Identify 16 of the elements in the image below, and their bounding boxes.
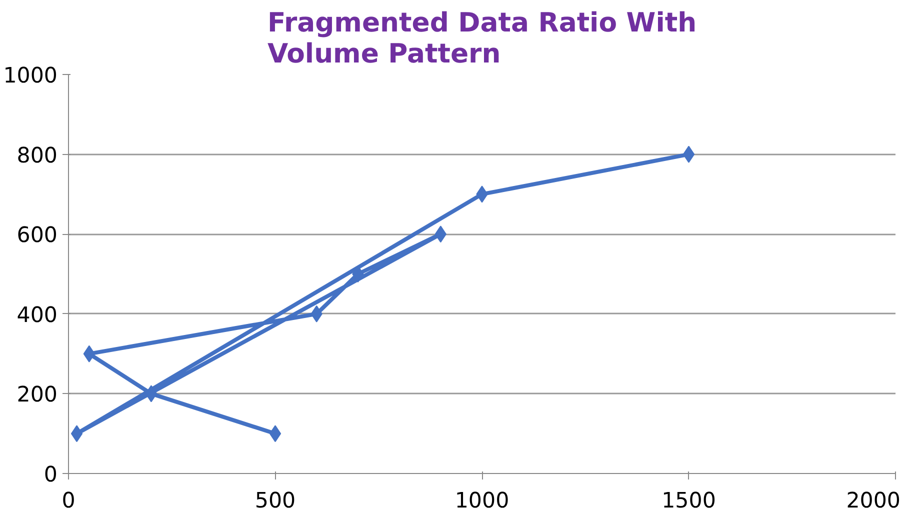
point	[682, 146, 695, 163]
x-tick-label: 1500	[662, 488, 716, 514]
y-tick-label: 200	[16, 382, 58, 408]
y-tick-label: 1000	[3, 64, 58, 88]
x-tick-label: 0	[62, 488, 76, 514]
y-tick-label: 0	[44, 462, 58, 488]
chart-title: Fragmented Data Ratio With Volume Pattern	[267, 8, 697, 70]
x-tick-label: 1000	[454, 488, 510, 514]
y-tick-label: 600	[16, 223, 58, 248]
x-tick-label: 2000	[846, 488, 901, 514]
y-tick-label: 400	[16, 302, 58, 328]
point	[70, 425, 83, 442]
point	[83, 345, 96, 362]
point	[269, 425, 282, 442]
x-tick-label: 500	[254, 488, 296, 514]
y-tick-label: 800	[16, 143, 58, 168]
